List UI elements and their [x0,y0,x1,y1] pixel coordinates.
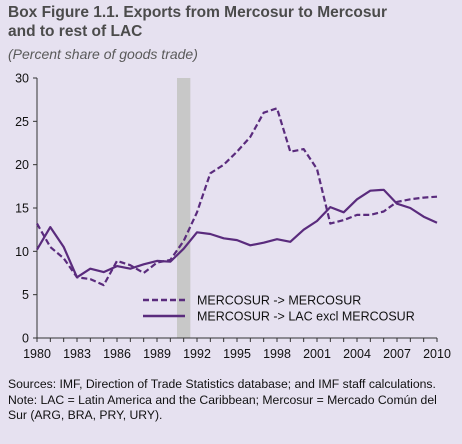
x-tick-label: 1992 [183,347,211,361]
chart-notes: Sources: IMF, Direction of Trade Statist… [8,377,456,424]
x-tick-label: 1989 [143,347,171,361]
x-tick-label: 1980 [23,347,51,361]
y-tick-label: 25 [15,115,29,129]
y-tick-label: 20 [15,158,29,172]
x-tick-label: 1986 [103,347,131,361]
line-chart: 0 5 10 15 20 25 30 1980 1983 1986 1989 1992 1995 1998… [15,72,451,362]
shaded-period [177,78,191,338]
y-tick-label: 10 [15,245,29,259]
sources-note: Sources: IMF, Direction of Trade Statist… [8,377,436,391]
y-tick-label: 0 [22,332,29,346]
chart-title-line2: and to rest of LAC [8,23,143,40]
x-tick-label: 2001 [303,347,331,361]
series-line-1 [36,107,438,287]
x-tick-label: 1998 [263,347,291,361]
x-tick-label: 2007 [383,347,411,361]
legend-label-2: MERCOSUR -> LAC excl MERCOSUR [197,310,415,324]
chart-title: Box Figure 1.1. Exports from Mercosur to… [8,3,458,41]
y-tick-label: 30 [15,72,29,86]
series-line-2 [36,188,438,279]
abbreviation-note: Note: LAC = Latin America and the Caribb… [8,392,437,423]
x-tick-label: 1983 [63,347,91,361]
x-tick-label: 2010 [423,347,451,361]
y-tick-label: 5 [22,288,29,302]
chart-subtitle: (Percent share of goods trade) [8,46,198,62]
y-tick-label: 15 [15,202,29,216]
legend-label-1: MERCOSUR -> MERCOSUR [197,294,361,308]
chart-title-line1: Box Figure 1.1. Exports from Mercosur to… [8,4,387,21]
x-tick-label: 1995 [223,347,251,361]
x-tick-label: 2004 [343,347,371,361]
